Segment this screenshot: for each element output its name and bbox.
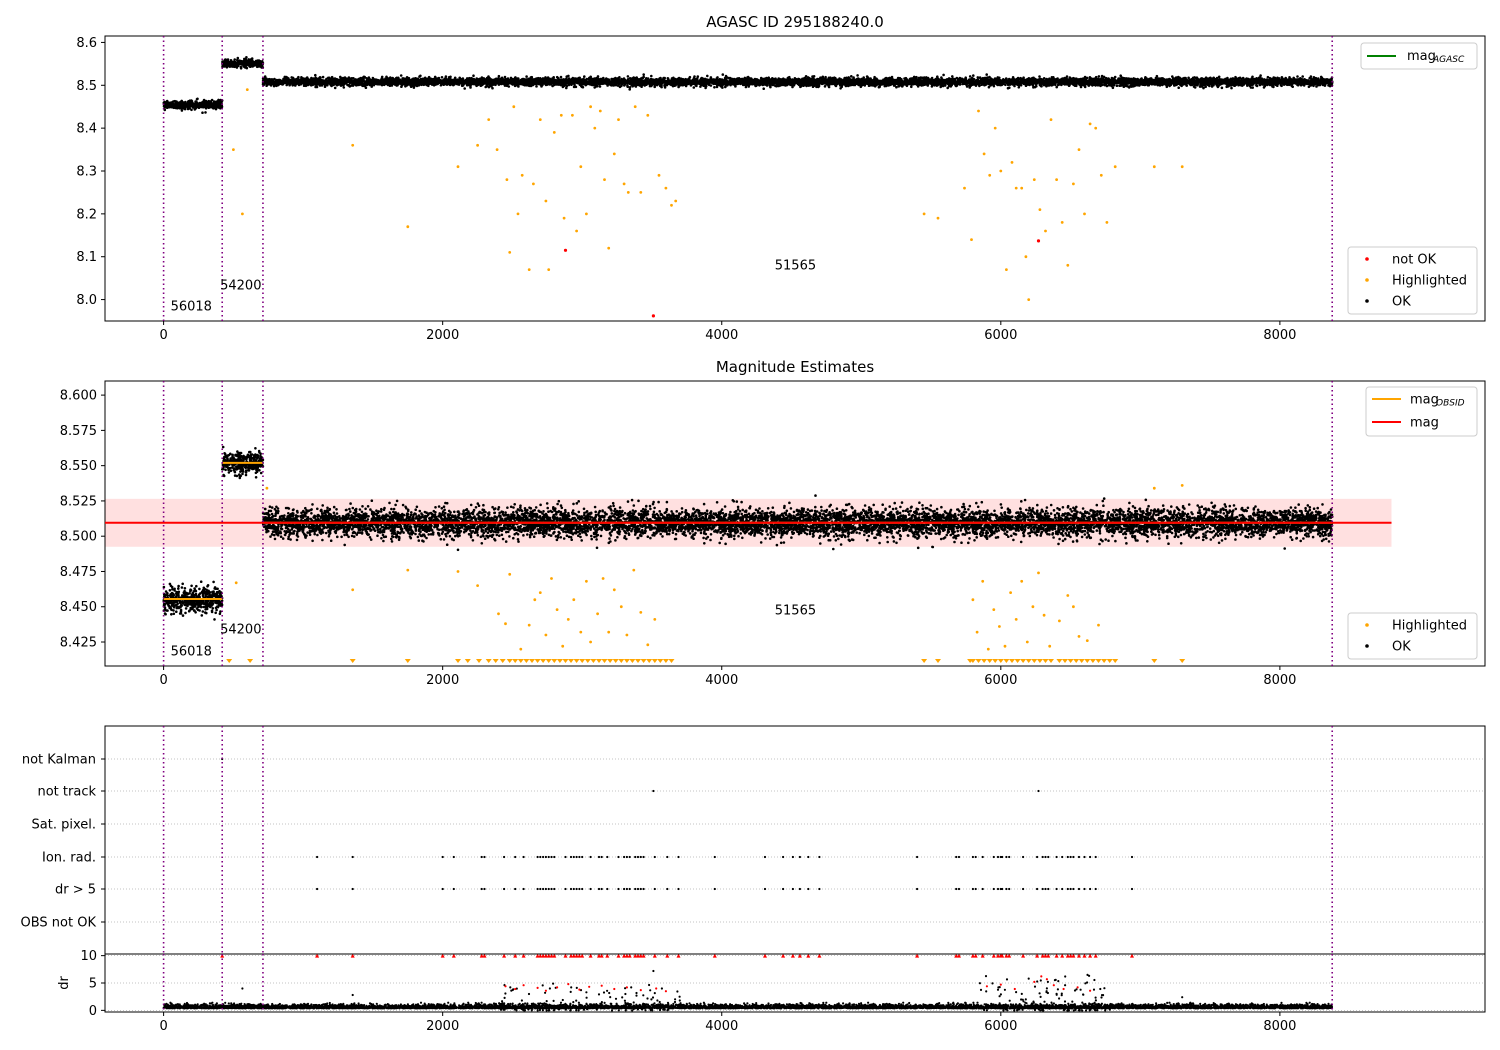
dr-y-axis-label: dr [57,976,72,990]
magest-y-tick-label: 8.500 [60,530,97,545]
dr-x-tick-label: 8000 [1263,1019,1296,1034]
flag-category-label: not track [37,785,96,800]
agasc-mag-panel: AGASC ID 295188240.0 8.08.18.28.38.48.58… [76,13,1486,343]
magest-x-tick-label: 6000 [984,673,1017,688]
magest-y-tick-label: 8.525 [60,494,97,509]
agasc-points-legend [1347,246,1478,315]
magest-legend-marker [1365,644,1369,648]
dr-x-tick-label: 6000 [984,1019,1017,1034]
agasc-axes-frame [104,35,1486,322]
dr-y-tick-label: 10 [80,949,97,964]
dr-ok-points [162,969,1334,1012]
flag-category-label: Ion. rad. [42,851,96,866]
agasc-obsid-label: 54200 [220,279,261,294]
magest-x-tick-label: 2000 [426,673,459,688]
magest-x-tick-label: 4000 [705,673,738,688]
flag-category-label: OBS not OK [21,916,97,931]
agasc-x-tick-label: 4000 [705,328,738,343]
agasc-y-tick-label: 8.2 [76,207,97,222]
agasc-y-tick-label: 8.6 [76,36,97,51]
agasc-y-tick-label: 8.4 [76,122,97,137]
agasc-y-tick-label: 8.5 [76,79,97,94]
agasc-y-tick-label: 8.1 [76,250,97,265]
magest-y-tick-label: 8.600 [60,389,97,404]
magest-legend-sub: OBSID [1436,399,1465,409]
magest-legend-label: Highlighted [1392,619,1467,634]
magest-legend-label: mag [1410,393,1439,408]
agasc-y-tick-label: 8.3 [76,165,97,180]
agasc-legend-label: not OK [1392,253,1437,268]
dr-x-tick-label: 0 [159,1019,167,1034]
agasc-legend-label: Highlighted [1392,274,1467,289]
agasc-legend-marker [1365,257,1369,261]
agasc-legend-marker [1365,278,1369,282]
panel-title-agasc: AGASC ID 295188240.0 [706,13,884,31]
dr-y-tick-label: 5 [89,977,97,992]
magest-y-tick-label: 8.575 [60,424,97,439]
dr-panel: 0 5 10 0 2000 4000 6000 8000 dr [57,949,1486,1034]
magest-ok-points [162,445,1334,621]
magest-y-tick-label: 8.450 [60,600,97,615]
panel-title-magnitude-estimates: Magnitude Estimates [716,358,874,376]
magest-obsid-label: 56018 [171,644,212,659]
agasc-legend-label-mag: mag [1407,49,1436,64]
dr-x-tick-label: 4000 [705,1019,738,1034]
flag-category-label: not Kalman [22,753,96,768]
agasc-mag-plot-area: 8.0 8.1 8.2 8.3 8.4 8.5 8.6 0 2000 4000 6000 8000 56… [76,35,1486,343]
agasc-mag-legend [1360,42,1478,70]
magest-points-legend [1347,612,1478,660]
agasc-x-tick-label: 8000 [1263,328,1296,343]
dr-axes-frame [104,953,1486,1013]
flag-category-label: dr > 5 [55,883,96,898]
agasc-ok-points [162,55,1334,114]
agasc-legend-sub-mag: AGASC [1432,55,1465,65]
flags-panel: not Kalman not track Sat. pixel. Ion. rad. d… [21,725,1486,955]
agasc-obsid-label: 51565 [775,259,816,274]
agasc-y-tick-label: 8.0 [76,293,97,308]
magest-obsid-label: 54200 [220,623,261,638]
magest-y-tick-label: 8.550 [60,459,97,474]
flag-category-label: Sat. pixel. [32,818,96,833]
magest-x-tick-label: 8000 [1263,673,1296,688]
magest-legend-label: OK [1392,640,1411,655]
agasc-x-tick-label: 2000 [426,328,459,343]
magnitude-estimates-plot-area: 8.425 8.450 8.475 8.500 8.525 8.550 8.575 8.600… [60,380,1486,688]
magest-y-tick-label: 8.475 [60,565,97,580]
magest-y-tick-label: 8.425 [60,636,97,651]
flags-plot-area: not Kalman not track Sat. pixel. Ion. rad. d… [21,725,1486,955]
agasc-legend-label: OK [1392,295,1411,310]
magest-x-tick-label: 0 [159,673,167,688]
agasc-x-tick-label: 6000 [984,328,1017,343]
magest-obsid-label: 51565 [775,604,816,619]
agasc-obsid-label: 56018 [171,299,212,314]
magest-legend-marker [1365,623,1369,627]
dr-plot-area: 0 5 10 0 2000 4000 6000 8000 dr [57,949,1486,1034]
dr-y-tick-label: 0 [89,1004,97,1019]
magest-legend-label: mag [1410,416,1439,431]
agasc-legend-marker [1365,299,1369,303]
dr-x-tick-label: 2000 [426,1019,459,1034]
magest-lower-limit-markers [226,659,1186,663]
magnitude-estimates-panel: Magnitude Estimates 8.425 8.450 8.475 8.500… [60,358,1486,688]
agasc-x-tick-label: 0 [159,328,167,343]
